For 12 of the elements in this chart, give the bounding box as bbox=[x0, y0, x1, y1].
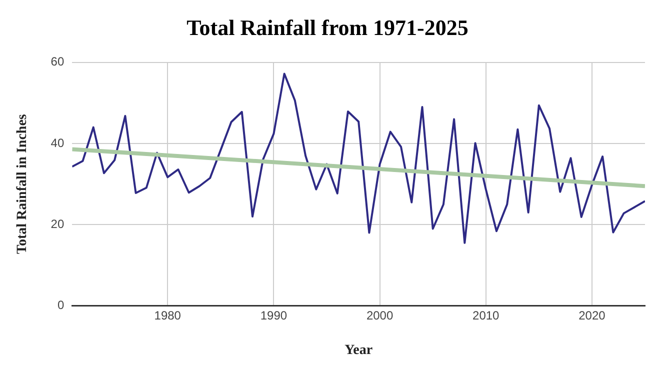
y-tick-label: 0 bbox=[57, 298, 64, 312]
x-axis-title: Year bbox=[344, 343, 373, 358]
x-tick-label: 2000 bbox=[366, 308, 394, 322]
y-tick-label: 40 bbox=[50, 136, 64, 150]
y-tick-label: 60 bbox=[50, 54, 64, 69]
x-tick-label: 1990 bbox=[260, 308, 288, 322]
y-tick-label: 20 bbox=[50, 216, 64, 231]
x-tick-label: 2020 bbox=[578, 308, 606, 322]
x-tick-label: 2010 bbox=[472, 308, 500, 322]
y-axis-title: Total Rainfall in Inches bbox=[15, 114, 30, 254]
x-tick-label: 1980 bbox=[154, 308, 182, 322]
chart-title: Total Rainfall from 1971-2025 bbox=[186, 14, 468, 40]
